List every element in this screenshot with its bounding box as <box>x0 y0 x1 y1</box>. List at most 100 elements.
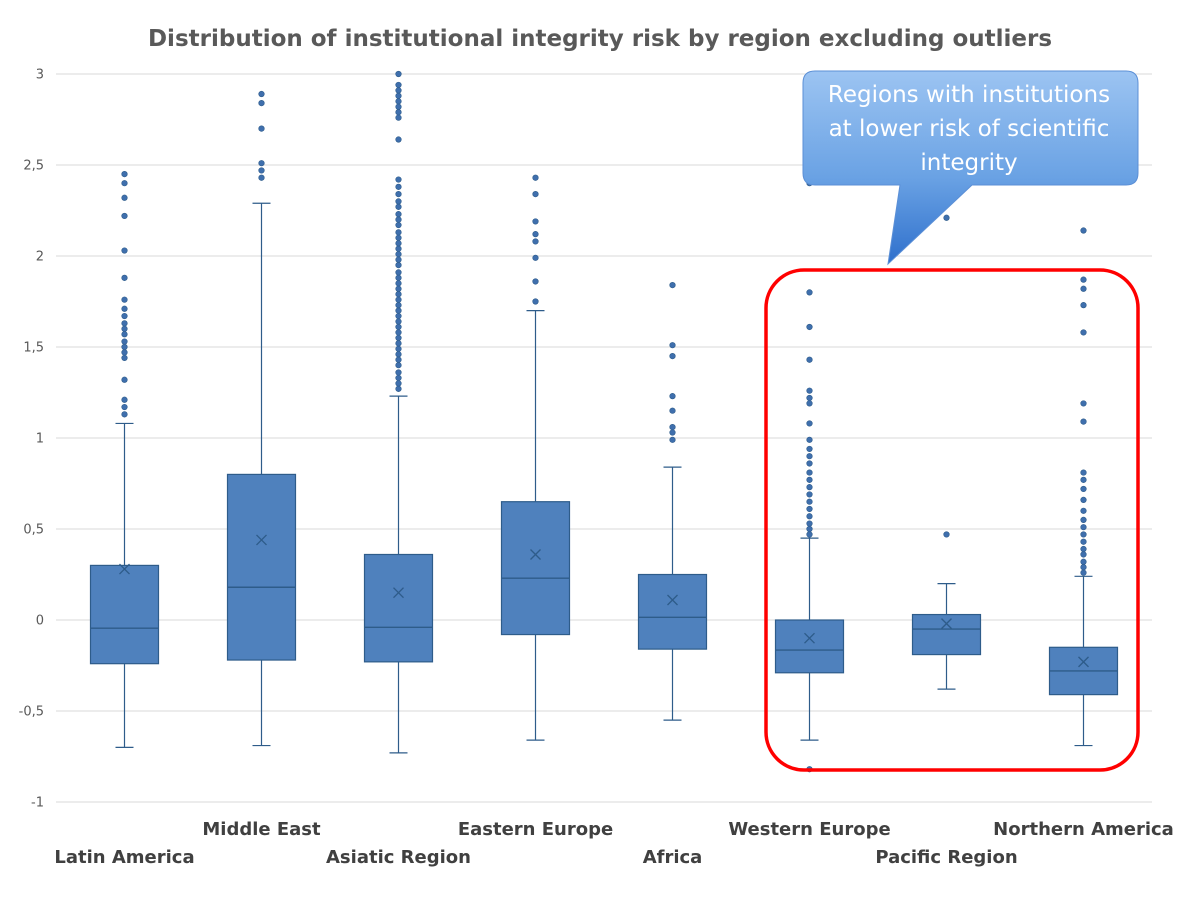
outlier-point <box>1080 496 1087 503</box>
box-iqr <box>500 501 571 636</box>
box-iqr <box>226 473 297 661</box>
outlier-point <box>669 407 676 414</box>
outlier-point <box>806 531 813 538</box>
outlier-point <box>806 323 813 331</box>
outlier-point <box>395 334 402 342</box>
outlier-point <box>806 289 813 296</box>
outlier-point <box>806 498 813 505</box>
x-category-label: Eastern Europe <box>458 819 613 840</box>
box-middle-east <box>226 90 297 747</box>
outlier-point <box>532 231 539 238</box>
outlier-point <box>395 191 402 198</box>
y-tick-label: 0 <box>36 614 44 629</box>
outlier-point <box>121 312 128 320</box>
mean-marker <box>256 534 267 546</box>
box-iqr <box>363 553 434 663</box>
outlier-point <box>669 429 676 436</box>
outlier-point <box>1080 302 1087 309</box>
outlier-point <box>1080 524 1087 531</box>
outlier-point <box>121 331 128 338</box>
outlier-point <box>395 70 402 78</box>
outlier-point <box>806 460 813 467</box>
outlier-point <box>395 374 402 382</box>
x-category-label: Northern America <box>993 819 1174 840</box>
outlier-point <box>395 234 402 241</box>
outlier-point <box>669 282 676 289</box>
outlier-point <box>669 436 676 443</box>
outlier-point <box>258 174 265 181</box>
x-category-label: Pacific Region <box>875 847 1017 868</box>
outlier-point <box>1080 227 1087 234</box>
box-africa <box>637 282 708 721</box>
mean-marker <box>1078 656 1089 668</box>
outlier-point <box>395 280 402 287</box>
outlier-point <box>1080 485 1087 493</box>
outlier-point <box>1080 276 1087 283</box>
outlier-point <box>806 525 813 533</box>
mean-marker <box>804 632 815 644</box>
outlier-point <box>395 98 402 105</box>
callout-bubble <box>802 70 1139 266</box>
outlier-point <box>1080 516 1087 524</box>
outlier-point <box>258 90 265 98</box>
outlier-point <box>1080 400 1087 407</box>
outlier-point <box>395 183 402 190</box>
y-tick-label: 3 <box>36 68 44 83</box>
outlier-point <box>532 238 539 245</box>
outlier-point <box>121 349 128 356</box>
outlier-point <box>806 445 813 453</box>
outlier-point <box>1080 558 1087 565</box>
outlier-point <box>395 291 402 298</box>
outlier-point <box>395 312 402 320</box>
outlier-point <box>258 167 265 174</box>
outlier-point <box>395 251 402 258</box>
mean-marker <box>393 587 404 599</box>
outlier-point <box>121 180 128 187</box>
outlier-point <box>395 103 402 110</box>
outlier-point <box>943 531 950 538</box>
outlier-point <box>121 305 128 312</box>
outlier-point <box>395 198 402 205</box>
outlier-point <box>121 376 128 383</box>
box-latin-america <box>89 171 160 749</box>
outlier-point <box>395 351 402 358</box>
y-tick-label: 0,5 <box>23 523 44 538</box>
outlier-point <box>532 254 539 261</box>
outlier-point <box>669 423 676 431</box>
outlier-point <box>806 469 813 476</box>
y-tick-label: 2,5 <box>23 159 44 174</box>
mean-marker <box>667 594 678 606</box>
outlier-point <box>121 396 128 403</box>
outlier-point <box>1080 418 1087 425</box>
outlier-point <box>121 194 128 201</box>
outlier-point <box>395 380 402 387</box>
outlier-point <box>395 329 402 336</box>
outlier-point <box>806 484 813 491</box>
outlier-point <box>395 262 402 269</box>
outlier-point <box>395 345 402 352</box>
box-western-europe <box>774 180 845 773</box>
outlier-point <box>806 400 813 407</box>
callout-line-3: integrity <box>920 150 1018 176</box>
outlier-point <box>395 81 402 89</box>
box-iqr <box>774 619 845 674</box>
box-eastern-europe <box>500 174 571 741</box>
outlier-point <box>806 513 813 520</box>
outlier-point <box>669 353 676 360</box>
mean-marker <box>530 549 541 560</box>
outlier-point <box>395 385 402 392</box>
outlier-point <box>532 218 539 225</box>
outlier-point <box>395 318 402 325</box>
outlier-point <box>395 302 402 309</box>
outlier-point <box>806 387 813 394</box>
outlier-point <box>1080 538 1087 545</box>
outlier-point <box>121 274 128 281</box>
x-category-label: Asiatic Region <box>326 847 471 868</box>
outlier-point <box>395 307 402 314</box>
outlier-point <box>258 160 265 167</box>
y-tick-label: 1 <box>36 432 44 447</box>
outlier-point <box>532 278 539 285</box>
outlier-point <box>532 174 539 181</box>
